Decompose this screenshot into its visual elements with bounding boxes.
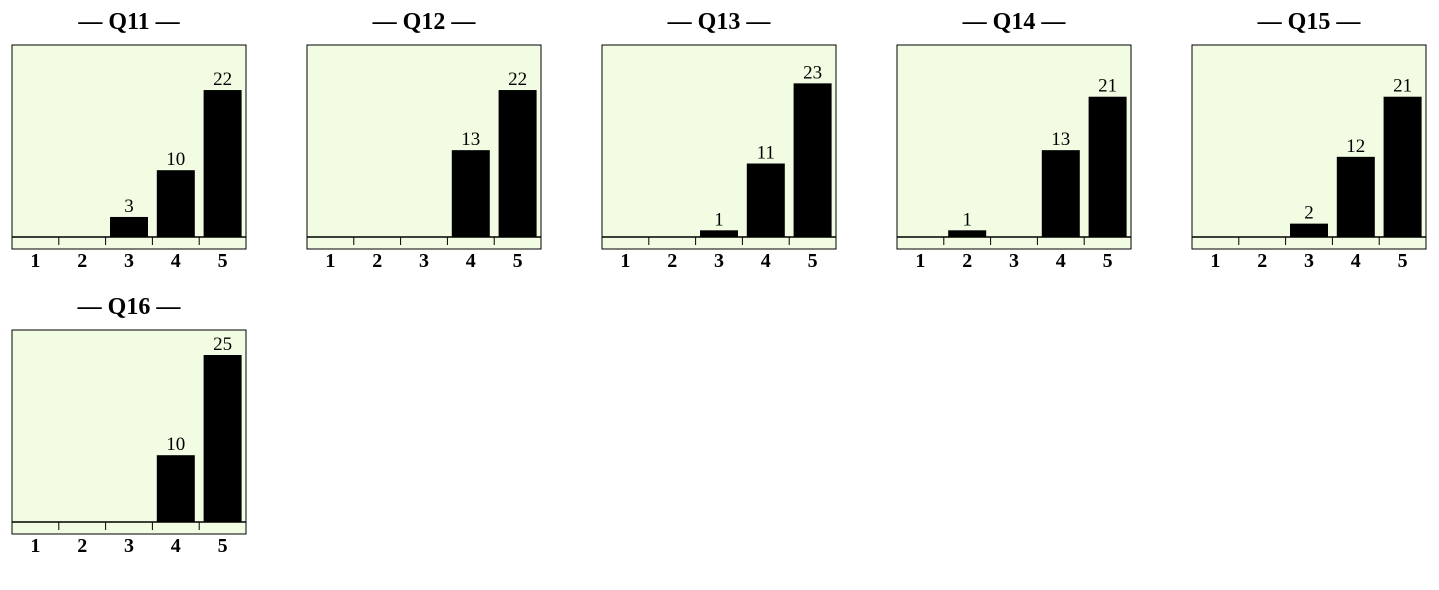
x-tick-label: 2 — [77, 250, 87, 272]
x-tick-label: 5 — [1103, 250, 1113, 272]
data-label: 2 — [1304, 203, 1314, 224]
chart-panel: — Q13 — 1 2 1 3 11 4 23 5 — [601, 9, 837, 272]
data-label: 13 — [1051, 129, 1070, 150]
x-tick-label: 4 — [171, 250, 181, 272]
data-label: 1 — [962, 209, 972, 230]
data-label: 21 — [1393, 76, 1412, 97]
x-tick-label: 1 — [325, 250, 335, 272]
x-tick-label: 3 — [714, 250, 724, 272]
x-tick-label: 4 — [1056, 250, 1066, 272]
bar — [156, 170, 195, 237]
x-tick-label: 4 — [171, 535, 181, 557]
bar — [700, 230, 738, 237]
x-tick-label: 2 — [372, 250, 382, 272]
data-label: 22 — [213, 69, 232, 90]
chart-panel: — Q16 — 1 2 3 10 4 25 5 — [11, 294, 247, 557]
x-tick-label: 1 — [915, 250, 925, 272]
x-tick-label: 1 — [620, 250, 630, 272]
x-tick-label: 2 — [1257, 250, 1267, 272]
x-tick-label: 4 — [1351, 250, 1361, 272]
chart-title: — Q14 — — [962, 9, 1067, 35]
x-tick-label: 3 — [1304, 250, 1314, 272]
bar — [451, 150, 490, 237]
data-label: 25 — [213, 334, 232, 355]
bar — [203, 355, 242, 522]
bar — [746, 163, 785, 237]
chart-panel: — Q14 — 1 1 2 3 13 4 21 5 — [896, 9, 1132, 272]
x-tick-label: 5 — [218, 535, 228, 557]
bar — [1336, 156, 1375, 237]
data-label: 3 — [124, 196, 134, 217]
bar — [498, 90, 537, 237]
x-tick-label: 5 — [808, 250, 818, 272]
bar — [156, 455, 195, 522]
chart-title: — Q15 — — [1257, 9, 1362, 35]
x-tick-label: 4 — [761, 250, 771, 272]
x-tick-label: 2 — [962, 250, 972, 272]
bar — [203, 90, 242, 237]
data-label: 23 — [803, 62, 822, 83]
bar — [948, 230, 987, 237]
x-tick-label: 5 — [513, 250, 523, 272]
data-label: 10 — [166, 149, 185, 170]
data-label: 22 — [508, 69, 527, 90]
x-tick-label: 3 — [419, 250, 429, 272]
data-label: 21 — [1098, 76, 1117, 97]
x-tick-label: 1 — [30, 250, 40, 272]
data-label: 11 — [757, 143, 775, 164]
bar — [1088, 96, 1127, 237]
x-tick-label: 3 — [124, 250, 134, 272]
bar — [793, 83, 832, 237]
bar — [1383, 96, 1422, 237]
data-label: 13 — [461, 129, 480, 150]
chart-title: — Q12 — — [372, 9, 477, 35]
x-tick-label: 1 — [1210, 250, 1220, 272]
x-tick-label: 1 — [30, 535, 40, 557]
data-label: 12 — [1346, 136, 1365, 157]
x-tick-label: 3 — [1009, 250, 1019, 272]
chart-title: — Q16 — — [77, 294, 182, 320]
bar — [1041, 150, 1080, 237]
chart-title: — Q11 — — [77, 9, 180, 35]
bar — [110, 216, 148, 237]
x-tick-label: 5 — [1398, 250, 1408, 272]
x-tick-label: 2 — [77, 535, 87, 557]
x-tick-label: 4 — [466, 250, 476, 272]
chart-panel: — Q12 — 1 2 3 13 4 22 5 — [306, 9, 542, 272]
chart-panel: — Q11 — 1 2 3 3 10 4 22 5 — [11, 9, 247, 272]
x-tick-label: 2 — [667, 250, 677, 272]
x-tick-label: 3 — [124, 535, 134, 557]
chart-title: — Q13 — — [667, 9, 772, 35]
data-label: 1 — [714, 209, 724, 230]
x-tick-label: 5 — [218, 250, 228, 272]
data-label: 10 — [166, 434, 185, 455]
bar — [1290, 223, 1328, 237]
